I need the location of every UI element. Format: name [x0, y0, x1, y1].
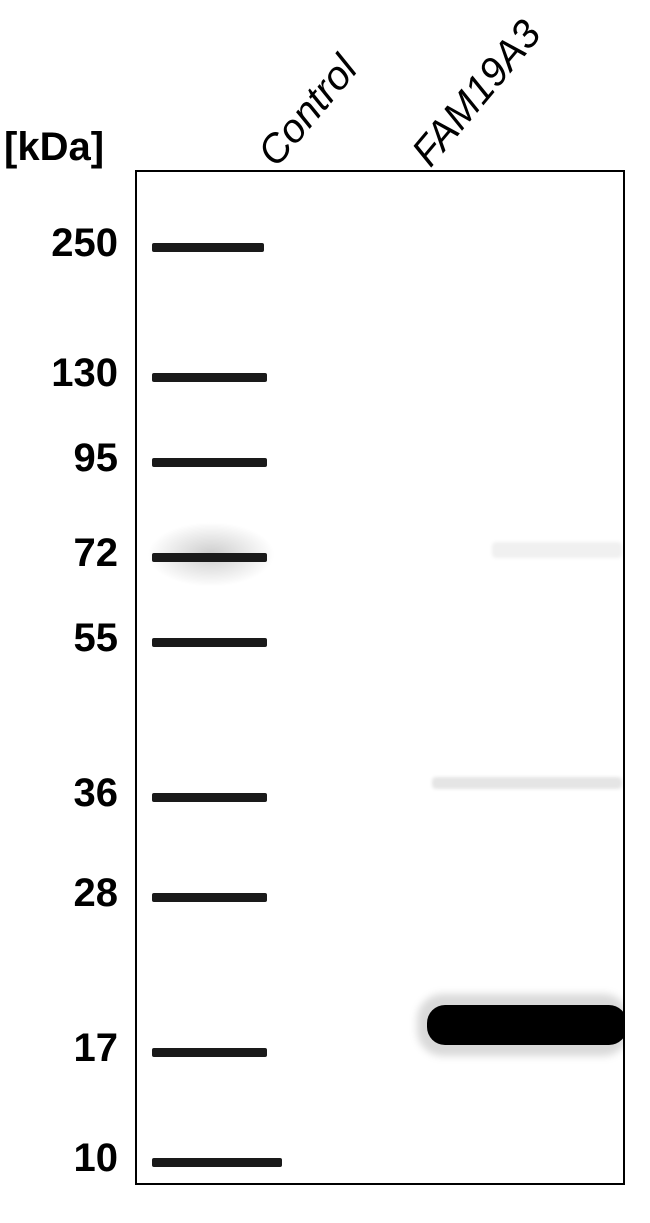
ladder-band-250 — [152, 243, 264, 252]
ladder-band-72 — [152, 553, 267, 562]
ladder-band-36 — [152, 793, 267, 802]
mw-label-130: 130 — [8, 351, 118, 396]
mw-label-55: 55 — [8, 616, 118, 661]
mw-label-36: 36 — [8, 771, 118, 816]
mw-label-95: 95 — [8, 436, 118, 481]
western-blot-figure: [kDa] Control FAM19A3 250 130 95 72 55 3… — [0, 0, 650, 1223]
mw-label-17: 17 — [8, 1026, 118, 1071]
mw-label-28: 28 — [8, 871, 118, 916]
ladder-band-130 — [152, 373, 267, 382]
faint-band-36-sample — [432, 777, 622, 789]
faint-band-high-sample — [492, 542, 622, 558]
blot-membrane — [135, 170, 625, 1185]
ladder-band-28 — [152, 893, 267, 902]
lane-label-control: Control — [250, 47, 367, 175]
lane-label-sample: FAM19A3 — [404, 12, 551, 175]
y-axis-title: [kDa] — [4, 125, 104, 170]
ladder-band-10 — [152, 1158, 282, 1167]
ladder-band-17 — [152, 1048, 267, 1057]
mw-label-250: 250 — [8, 221, 118, 266]
mw-label-10: 10 — [8, 1136, 118, 1181]
mw-label-72: 72 — [8, 531, 118, 576]
strong-band-fam19a3 — [427, 1005, 625, 1045]
ladder-band-55 — [152, 638, 267, 647]
ladder-band-95 — [152, 458, 267, 467]
